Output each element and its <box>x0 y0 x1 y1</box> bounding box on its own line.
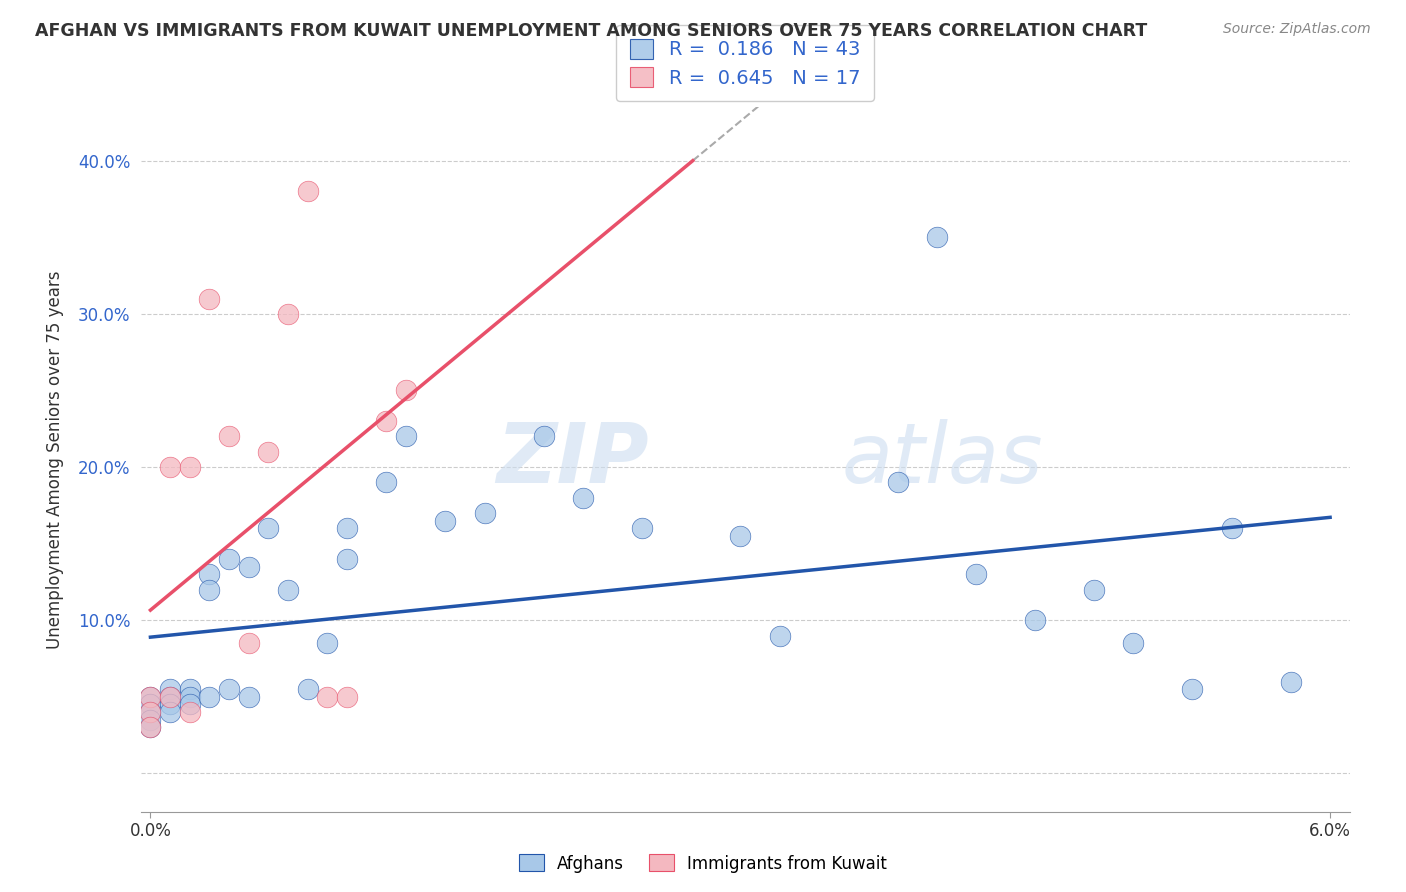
Text: AFGHAN VS IMMIGRANTS FROM KUWAIT UNEMPLOYMENT AMONG SENIORS OVER 75 YEARS CORREL: AFGHAN VS IMMIGRANTS FROM KUWAIT UNEMPLO… <box>35 22 1147 40</box>
Point <box>1122 636 1144 650</box>
Point <box>139 690 162 704</box>
Point <box>336 521 359 535</box>
Point <box>474 506 496 520</box>
Point <box>297 682 319 697</box>
Point <box>139 713 162 727</box>
Point <box>533 429 555 443</box>
Point <box>179 682 201 697</box>
Point <box>277 307 299 321</box>
Text: Source: ZipAtlas.com: Source: ZipAtlas.com <box>1223 22 1371 37</box>
Point <box>434 514 457 528</box>
Point <box>238 636 260 650</box>
Point <box>1279 674 1302 689</box>
Point <box>179 698 201 712</box>
Point <box>336 690 359 704</box>
Point <box>768 628 790 642</box>
Point <box>218 429 240 443</box>
Point <box>395 429 418 443</box>
Point <box>198 690 221 704</box>
Point <box>179 705 201 719</box>
Point <box>1220 521 1243 535</box>
Point <box>965 567 987 582</box>
Text: atlas: atlas <box>842 419 1043 500</box>
Point <box>198 567 221 582</box>
Point <box>1024 613 1046 627</box>
Point <box>1083 582 1105 597</box>
Point <box>218 682 240 697</box>
Point <box>572 491 595 505</box>
Point <box>316 636 339 650</box>
Point <box>159 690 181 704</box>
Point <box>139 698 162 712</box>
Point <box>179 690 201 704</box>
Point <box>139 690 162 704</box>
Point <box>316 690 339 704</box>
Text: ZIP: ZIP <box>496 419 648 500</box>
Point <box>159 705 181 719</box>
Legend: R =  0.186   N = 43, R =  0.645   N = 17: R = 0.186 N = 43, R = 0.645 N = 17 <box>616 25 875 101</box>
Point <box>159 698 181 712</box>
Point <box>159 682 181 697</box>
Point <box>375 475 398 490</box>
Point <box>631 521 654 535</box>
Point <box>925 230 948 244</box>
Point <box>277 582 299 597</box>
Legend: Afghans, Immigrants from Kuwait: Afghans, Immigrants from Kuwait <box>512 847 894 880</box>
Point <box>886 475 908 490</box>
Point <box>179 460 201 475</box>
Point <box>139 721 162 735</box>
Point <box>159 460 181 475</box>
Point <box>297 184 319 198</box>
Y-axis label: Unemployment Among Seniors over 75 years: Unemployment Among Seniors over 75 years <box>46 270 63 648</box>
Point <box>198 292 221 306</box>
Point <box>238 690 260 704</box>
Point <box>1181 682 1204 697</box>
Point <box>139 721 162 735</box>
Point <box>139 705 162 719</box>
Point <box>198 582 221 597</box>
Point <box>336 552 359 566</box>
Point <box>139 705 162 719</box>
Point <box>218 552 240 566</box>
Point <box>257 521 280 535</box>
Point <box>375 414 398 428</box>
Point <box>257 444 280 458</box>
Point <box>730 529 752 543</box>
Point <box>238 559 260 574</box>
Point <box>159 690 181 704</box>
Point <box>395 384 418 398</box>
